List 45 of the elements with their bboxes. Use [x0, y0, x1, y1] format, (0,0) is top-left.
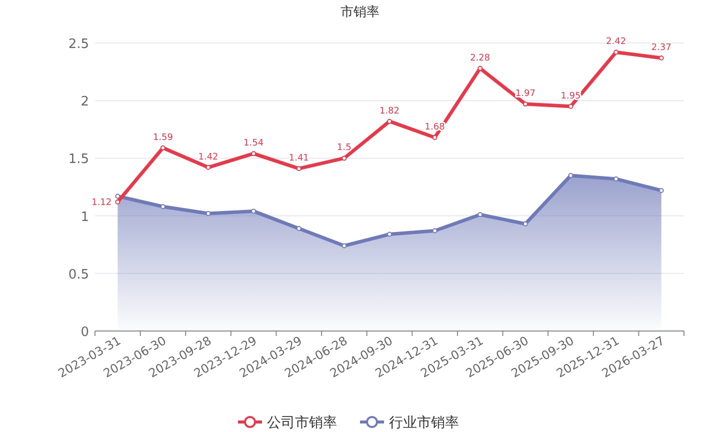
point [115, 199, 120, 204]
point [206, 164, 211, 170]
chart-title: 市销率 [340, 4, 380, 20]
point [568, 172, 574, 178]
data-label: 1.82 [379, 106, 400, 116]
point [342, 243, 347, 248]
data-label: 2.37 [651, 42, 672, 53]
point [160, 204, 166, 210]
data-label: 1.97 [515, 89, 536, 100]
data-label: 1.59 [152, 132, 174, 143]
point [568, 104, 574, 109]
point [296, 166, 302, 172]
point [522, 221, 528, 226]
legend-label: 行业市销率 [389, 415, 459, 431]
point [206, 210, 211, 216]
y-tick-label: 0 [80, 325, 89, 340]
data-label: 1.12 [92, 198, 112, 208]
point [432, 134, 438, 140]
point [614, 176, 619, 182]
point [432, 228, 438, 234]
point [387, 232, 392, 237]
point [160, 145, 166, 150]
point [251, 208, 256, 214]
y-tick-label: 2 [80, 94, 89, 110]
legend-label: 公司市销率 [267, 415, 337, 431]
point [478, 212, 483, 218]
point [342, 156, 347, 161]
point [115, 194, 120, 199]
point [614, 50, 619, 55]
data-label: 1.41 [288, 154, 309, 164]
data-label: 2.28 [470, 53, 490, 64]
data-label: 1.42 [198, 152, 218, 162]
point [387, 118, 392, 124]
data-label: 2.42 [606, 37, 626, 48]
y-tick-label: 0.5 [68, 267, 89, 282]
data-label: 1.54 [244, 138, 264, 149]
y-tick-label: 1 [80, 210, 89, 225]
y-tick-label: 1.5 [68, 152, 89, 168]
point [658, 55, 664, 60]
point [522, 102, 528, 107]
point [296, 226, 302, 231]
data-label: 1.5 [337, 143, 352, 154]
point [251, 151, 256, 156]
y-tick-label: 2.5 [68, 37, 89, 52]
point [658, 188, 664, 193]
